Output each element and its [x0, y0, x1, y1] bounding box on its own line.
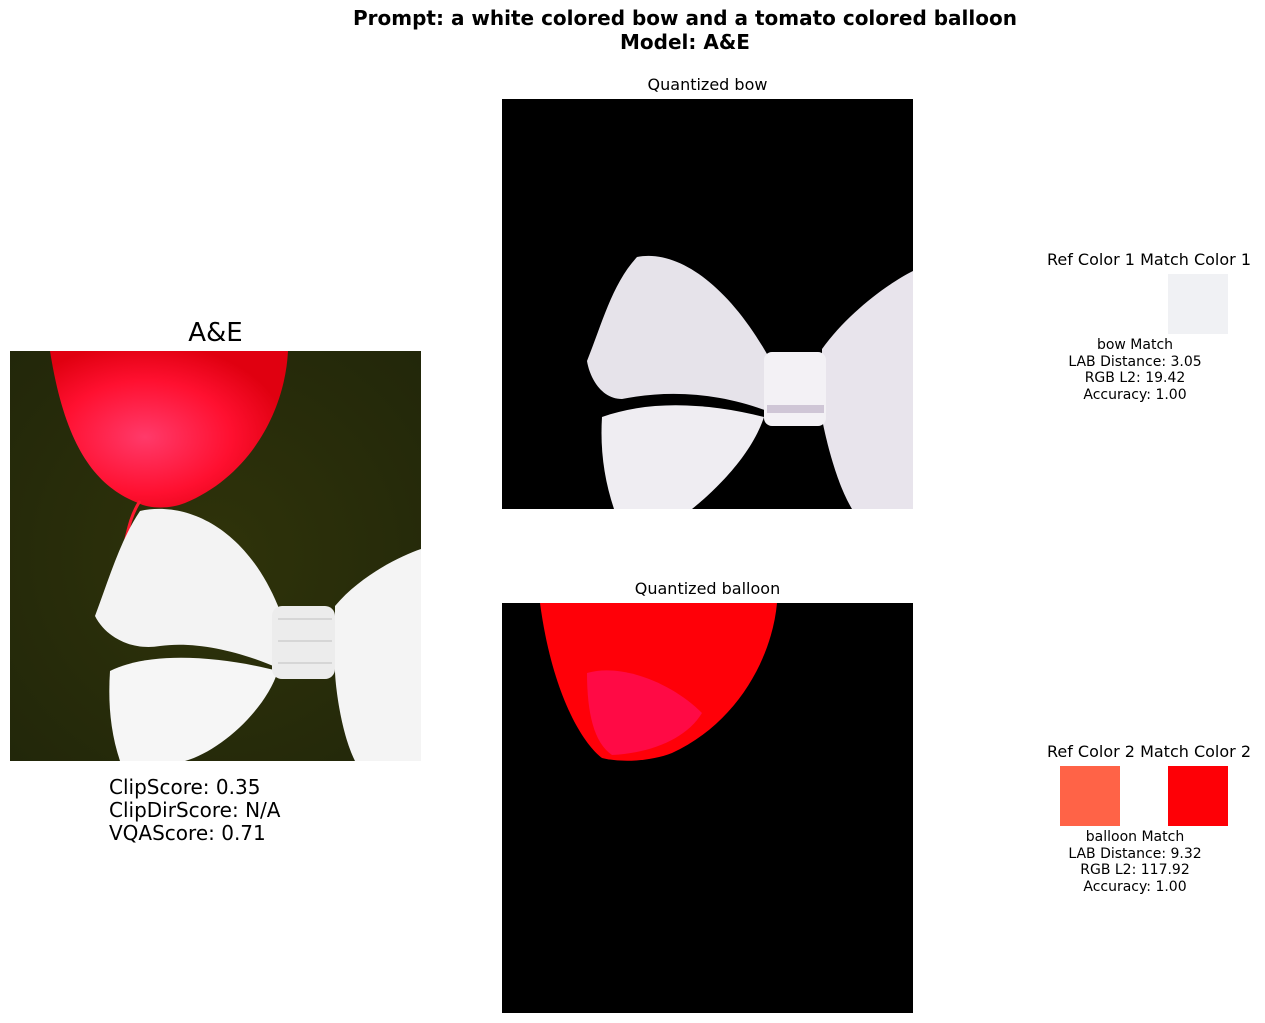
clip-score: ClipScore: 0.35: [109, 775, 261, 799]
quantized-balloon-image: [502, 603, 913, 1013]
quantized-balloon-title: Quantized balloon: [634, 579, 781, 598]
ref-color-1-label: Ref Color 1: [1046, 250, 1135, 269]
match-color-1-label: Match Color 1: [1140, 250, 1252, 269]
generated-image-title: A&E: [188, 318, 243, 348]
pair-1-line-2: LAB Distance: 3.05: [1068, 353, 1202, 370]
pair-2-line-1: balloon Match: [1085, 829, 1185, 845]
match-color-1-swatch: [1168, 274, 1228, 334]
model-line: Model: A&E: [620, 30, 750, 54]
score-block: ClipScore: 0.35 ClipDirScore: N/A VQASco…: [109, 776, 280, 845]
vqa-score: VQAScore: 0.71: [109, 821, 266, 845]
pair-1-line-4: Accuracy: 1.00: [1083, 386, 1187, 403]
color-pair-1-title: Ref Color 1 Match Color 1: [1040, 250, 1258, 270]
quantized-bow-image: [502, 99, 913, 509]
color-pair-2-stats: balloon Match LAB Distance: 9.32 RGB L2:…: [1035, 829, 1235, 895]
ref-color-2-swatch: [1060, 766, 1120, 826]
generated-image: [10, 351, 421, 761]
pair-2-line-2: LAB Distance: 9.32: [1068, 845, 1202, 862]
color-pair-1-stats: bow Match LAB Distance: 3.05 RGB L2: 19.…: [1035, 337, 1235, 403]
quantized-bow-title: Quantized bow: [647, 75, 768, 94]
figure-title: Prompt: a white colored bow and a tomato…: [0, 6, 1265, 54]
match-color-2-swatch: [1168, 766, 1228, 826]
clip-dir-score: ClipDirScore: N/A: [109, 798, 281, 822]
pair-1-line-3: RGB L2: 19.42: [1084, 370, 1186, 386]
color-pair-2-title: Ref Color 2 Match Color 2: [1040, 742, 1258, 762]
pair-1-line-1: bow Match: [1096, 337, 1174, 353]
ref-color-2-label: Ref Color 2: [1046, 742, 1135, 761]
pair-2-line-4: Accuracy: 1.00: [1083, 878, 1187, 895]
pair-2-line-3: RGB L2: 117.92: [1080, 862, 1190, 878]
match-color-2-label: Match Color 2: [1140, 742, 1252, 761]
prompt-line: Prompt: a white colored bow and a tomato…: [353, 6, 1017, 30]
